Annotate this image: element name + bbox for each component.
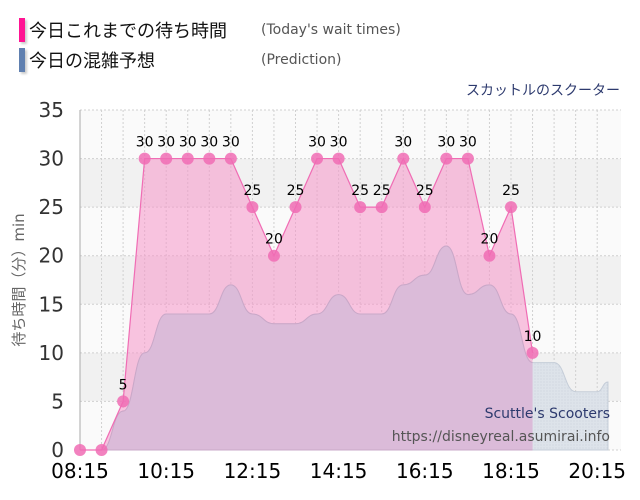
data-label: 5 (119, 377, 128, 393)
x-tick-label: 20:15 (568, 459, 626, 483)
data-label: 25 (243, 183, 261, 199)
x-tick-label: 10:15 (137, 459, 195, 483)
data-point[interactable] (289, 201, 302, 214)
data-point[interactable] (311, 152, 324, 165)
data-label: 25 (351, 183, 369, 199)
data-label: 25 (502, 183, 520, 199)
legend-swatch-prediction (19, 48, 25, 72)
y-tick-label: 20 (39, 244, 64, 268)
data-point[interactable] (138, 152, 151, 165)
data-label: 10 (524, 329, 542, 345)
data-label: 20 (481, 232, 499, 248)
x-axis-ticks: 08:15 10:15 12:15 14:15 16:15 18:15 20:15 (51, 459, 626, 483)
data-point[interactable] (397, 152, 410, 165)
data-point[interactable] (483, 249, 496, 262)
x-tick-label: 14:15 (310, 459, 368, 483)
legend-item-prediction: 今日の混雑予想 (Prediction) (19, 48, 341, 72)
legend-label-today-en: (Today's wait times) (261, 22, 401, 38)
data-point[interactable] (440, 152, 453, 165)
y-axis-ticks: 0 5 10 15 20 25 30 35 (39, 98, 64, 462)
data-label: 20 (265, 232, 283, 248)
data-point[interactable] (95, 444, 108, 456)
data-point[interactable] (461, 152, 474, 165)
y-tick-label: 25 (39, 195, 64, 219)
data-label: 30 (179, 135, 197, 151)
data-label: 30 (308, 135, 326, 151)
y-tick-label: 10 (39, 341, 64, 365)
y-tick-label: 5 (51, 389, 64, 413)
y-tick-label: 35 (39, 98, 64, 122)
data-label: 30 (136, 135, 154, 151)
data-label: 25 (373, 183, 391, 199)
data-point[interactable] (181, 152, 194, 165)
data-point[interactable] (267, 249, 280, 262)
data-label: 30 (394, 135, 412, 151)
data-point[interactable] (375, 201, 388, 214)
legend-item-today: 今日これまでの待ち時間 (Today's wait times) (19, 18, 401, 42)
data-point[interactable] (203, 152, 216, 165)
attraction-title: スカットルのスクーター (466, 83, 620, 99)
x-tick-label: 16:15 (396, 459, 454, 483)
legend-label-today: 今日これまでの待ち時間 (29, 21, 227, 42)
legend-swatch-today (19, 18, 25, 42)
data-label: 25 (287, 183, 305, 199)
data-label: 30 (437, 135, 455, 151)
legend-label-prediction: 今日の混雑予想 (29, 51, 155, 72)
x-tick-label: 12:15 (224, 459, 282, 483)
x-tick-label: 18:15 (482, 459, 540, 483)
data-label: 30 (222, 135, 240, 151)
data-point[interactable] (526, 346, 539, 359)
y-axis-label: 待ち時間（分）min (10, 213, 28, 346)
watermark-name: Scuttle's Scooters (485, 406, 610, 422)
data-point[interactable] (160, 152, 173, 165)
data-point[interactable] (505, 201, 517, 214)
data-point[interactable] (74, 444, 86, 456)
data-point[interactable] (117, 395, 130, 408)
data-label: 30 (157, 135, 175, 151)
data-point[interactable] (224, 152, 237, 165)
data-point[interactable] (246, 201, 259, 214)
x-tick-label: 08:15 (51, 459, 109, 483)
data-point[interactable] (418, 201, 431, 214)
data-label: 30 (200, 135, 218, 151)
y-tick-label: 15 (39, 292, 64, 316)
data-label: 25 (416, 183, 434, 199)
watermark-url: https://disneyreal.asumirai.info (392, 429, 610, 445)
data-point[interactable] (354, 201, 367, 214)
data-point[interactable] (332, 152, 345, 165)
y-tick-label: 30 (39, 147, 64, 171)
data-label: 30 (459, 135, 477, 151)
data-label: 30 (330, 135, 348, 151)
y-tick-label: 0 (51, 438, 64, 462)
legend-label-prediction-en: (Prediction) (261, 52, 342, 68)
